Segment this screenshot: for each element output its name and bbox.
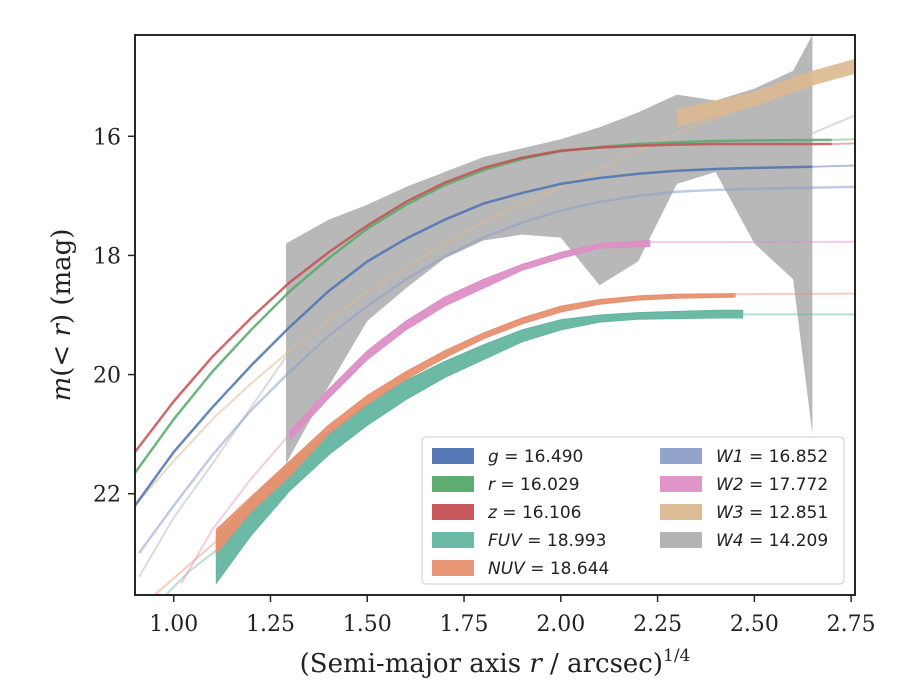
x-axis-title: (Semi-major axis r / arcsec)1/4 [300, 646, 691, 679]
x-axis-title-pre: (Semi-major axis [300, 649, 530, 679]
x-axis-title-sup: 1/4 [663, 646, 690, 666]
x-tick-label: 1.50 [343, 612, 392, 637]
legend-label: FUV = 18.993 [488, 531, 606, 551]
y-axis-title-var2: r [47, 323, 77, 337]
series-r-line [135, 138, 832, 474]
series-NUV-band [215, 293, 736, 555]
y-axis: 16 18 20 22 [93, 125, 135, 508]
x-tick-label: 1.25 [246, 612, 295, 637]
y-tick-label: 22 [93, 483, 121, 508]
legend-entry-z: z = 16.106 [432, 503, 581, 523]
series-FUV-extrapolation-inner [165, 549, 217, 595]
series-r-extrapolation-outer [831, 138, 855, 141]
legend: g = 16.490 r = 16.029 z = 16.106 FUV = 18.9… [421, 436, 845, 585]
x-tick-label: 2.50 [730, 612, 779, 637]
series-W2-extrapolation-inner [180, 433, 291, 584]
y-tick-label: 20 [93, 364, 121, 389]
series-W2-band [289, 239, 651, 442]
series-W4-extrapolation-inner [138, 356, 287, 578]
x-tick-label: 1.00 [149, 612, 198, 637]
x-axis: 1.00 1.25 1.50 1.75 2.00 2.25 2.50 2.75 [149, 595, 876, 637]
y-axis-title: m(< r) (mag) [47, 229, 77, 402]
legend-swatch [660, 448, 702, 464]
legend-entry-W1: W1 = 16.852 [660, 447, 828, 467]
x-axis-title-mid: / arcsec) [542, 649, 663, 679]
legend-entry-FUV: FUV = 18.993 [432, 531, 606, 551]
series-layer [135, 35, 855, 595]
y-axis-title-var: m [47, 377, 77, 402]
plot-frame [134, 34, 856, 596]
y-tick-label: 18 [93, 244, 121, 269]
legend-swatch [432, 476, 474, 492]
legend-swatch [432, 532, 474, 548]
series-FUV-band [215, 309, 744, 585]
series-W4-extrapolation-outer [812, 114, 855, 135]
legend-label: W3 = 12.851 [716, 503, 828, 523]
legend-entry-W3: W3 = 12.851 [660, 503, 828, 523]
legend-entry-W2: W2 = 17.772 [660, 475, 828, 495]
x-tick-label: 2.00 [536, 612, 585, 637]
legend-swatch [660, 532, 702, 548]
series-NUV-extrapolation-inner [153, 540, 217, 595]
x-tick-label: 2.25 [633, 612, 682, 637]
legend-entry-W4: W4 = 14.209 [660, 531, 828, 551]
series-NUV-extrapolation-outer [734, 292, 855, 296]
legend-label: NUV = 18.644 [488, 559, 609, 579]
legend-label: z = 16.106 [487, 503, 581, 523]
series-g-extrapolation-outer [812, 164, 855, 168]
legend-swatch [432, 448, 474, 464]
series-g-line [135, 165, 813, 507]
legend-swatch [432, 504, 474, 520]
series-z-line [135, 142, 832, 453]
legend-frame [421, 436, 845, 585]
x-tick-label: 2.75 [827, 612, 876, 637]
legend-label: W1 = 16.852 [716, 447, 828, 467]
legend-label: r = 16.029 [488, 475, 580, 495]
series-W1-line [137, 185, 855, 555]
legend-label: W4 = 14.209 [716, 531, 828, 551]
series-W3-band [676, 58, 855, 128]
legend-label: g = 16.490 [488, 447, 583, 467]
series-W2-extrapolation-outer [649, 240, 855, 244]
legend-entry-r: r = 16.029 [432, 475, 580, 495]
legend-entry-g: g = 16.490 [432, 447, 583, 467]
y-axis-title-post: ) (mag) [47, 229, 77, 325]
x-axis-title-var: r [529, 649, 543, 679]
legend-label: W2 = 17.772 [716, 475, 828, 495]
legend-swatch [660, 504, 702, 520]
series-z-extrapolation-outer [831, 142, 855, 145]
legend-swatch [660, 476, 702, 492]
x-tick-label: 1.75 [440, 612, 489, 637]
legend-swatch [432, 560, 474, 576]
y-tick-label: 16 [93, 125, 121, 150]
legend-entry-NUV: NUV = 18.644 [432, 559, 609, 579]
y-axis-title-mid: (< [47, 337, 77, 377]
